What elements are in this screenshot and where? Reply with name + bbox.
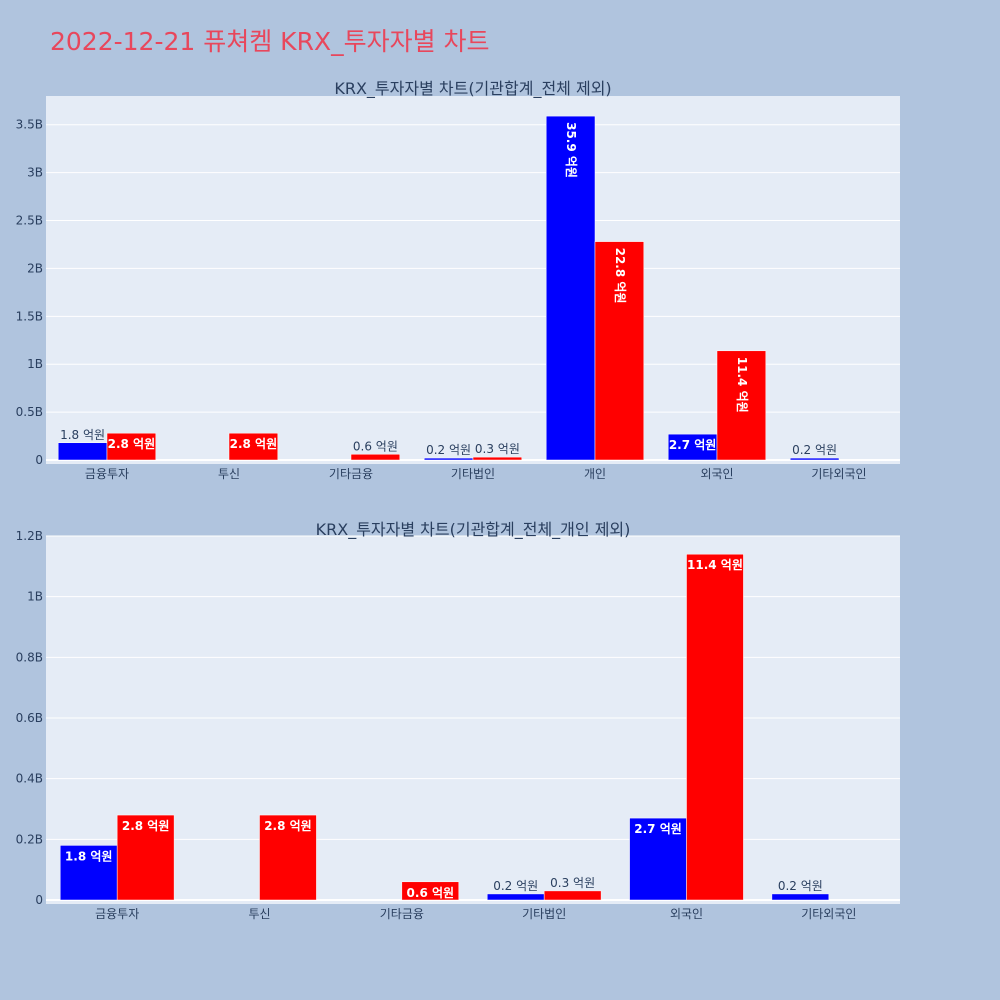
bar — [57, 442, 108, 461]
bar — [686, 553, 744, 901]
chart-title: KRX_투자자별 차트(기관합계_전체_개인 제외) — [316, 520, 631, 540]
data-label: 2.8 억원 — [122, 819, 170, 833]
y-tick-label: 2B — [27, 261, 43, 275]
bar — [228, 432, 279, 461]
data-label: 2.8 억원 — [230, 437, 278, 451]
chart-title: KRX_투자자별 차트(기관합계_전체 제외) — [334, 79, 611, 99]
y-tick-label: 1B — [27, 357, 43, 371]
y-tick-label: 0.4B — [16, 772, 43, 786]
data-label: 2.8 억원 — [108, 437, 156, 451]
data-label: 0.6 억원 — [407, 886, 455, 900]
x-tick-label: 기타금융 — [329, 467, 373, 481]
x-tick-label: 금융투자 — [85, 467, 129, 481]
data-label: 0.2 억원 — [792, 443, 837, 457]
bar — [116, 814, 175, 901]
data-label: 0.2 억원 — [778, 879, 823, 893]
x-tick-label: 투신 — [248, 907, 270, 921]
bar — [106, 432, 157, 461]
data-label: 22.8 억원 — [613, 248, 627, 304]
y-tick-label: 3B — [27, 166, 43, 180]
y-tick-label: 0.2B — [16, 832, 43, 846]
data-label: 0.6 억원 — [353, 439, 398, 453]
plot-area — [46, 96, 900, 464]
data-label: 11.4 억원 — [735, 357, 749, 413]
y-tick-label: 0.6B — [16, 711, 43, 725]
y-tick-label: 0 — [35, 893, 43, 907]
x-tick-label: 기타외국인 — [811, 467, 866, 481]
bar — [667, 433, 718, 461]
y-tick-label: 0.8B — [16, 650, 43, 664]
data-label: 11.4 억원 — [687, 558, 743, 572]
bar — [350, 454, 401, 461]
y-tick-label: 1B — [27, 590, 43, 604]
x-tick-label: 기타금융 — [380, 907, 424, 921]
bar — [423, 457, 474, 461]
y-tick-label: 2.5B — [16, 214, 43, 228]
x-tick-label: 투신 — [218, 467, 240, 481]
x-tick-label: 기타외국인 — [801, 907, 856, 921]
data-label: 2.7 억원 — [634, 822, 682, 836]
data-label: 2.7 억원 — [669, 438, 717, 452]
bar — [771, 893, 830, 901]
data-label: 0.3 억원 — [475, 442, 520, 456]
x-tick-label: 외국인 — [700, 467, 733, 481]
y-tick-label: 0 — [35, 453, 43, 467]
bar — [716, 350, 767, 461]
data-label: 0.2 억원 — [493, 879, 538, 893]
x-tick-label: 개인 — [584, 467, 606, 481]
x-tick-label: 기타법인 — [522, 907, 566, 921]
bar — [543, 890, 602, 901]
plot-area — [46, 536, 900, 904]
y-tick-label: 0.5B — [16, 405, 43, 419]
chart-2: 0 0.2B 0.4B 0.6B 0.8B 1B 1.2B KRX_투자자별 차트(기관합계_… — [16, 520, 900, 921]
data-label: 1.8 억원 — [60, 428, 105, 442]
bar — [789, 457, 840, 461]
data-label: 0.3 억원 — [550, 876, 595, 890]
y-tick-label: 3.5B — [16, 118, 43, 132]
bar — [486, 893, 545, 901]
data-label: 35.9 억원 — [564, 122, 578, 178]
bar — [401, 881, 460, 901]
y-tick-label: 1.5B — [16, 309, 43, 323]
y-tick-label: 1.2B — [16, 529, 43, 543]
x-tick-label: 금융투자 — [95, 907, 139, 921]
bar — [259, 814, 317, 901]
x-tick-label: 기타법인 — [451, 467, 495, 481]
bar — [472, 456, 523, 461]
bar — [545, 115, 596, 461]
bar — [629, 817, 687, 901]
page-title: 2022-12-21 퓨쳐켐 KRX_투자자별 차트 — [50, 27, 490, 56]
data-label: 0.2 억원 — [426, 443, 471, 457]
chart-1: 0 0.5B 1B 1.5B 2B 2.5B 3B 3.5B KRX_투자자별 차트(기관합계_… — [16, 79, 900, 481]
bar — [594, 241, 645, 461]
data-label: 1.8 억원 — [65, 849, 113, 863]
data-label: 2.8 억원 — [264, 819, 312, 833]
x-tick-label: 외국인 — [670, 907, 703, 921]
